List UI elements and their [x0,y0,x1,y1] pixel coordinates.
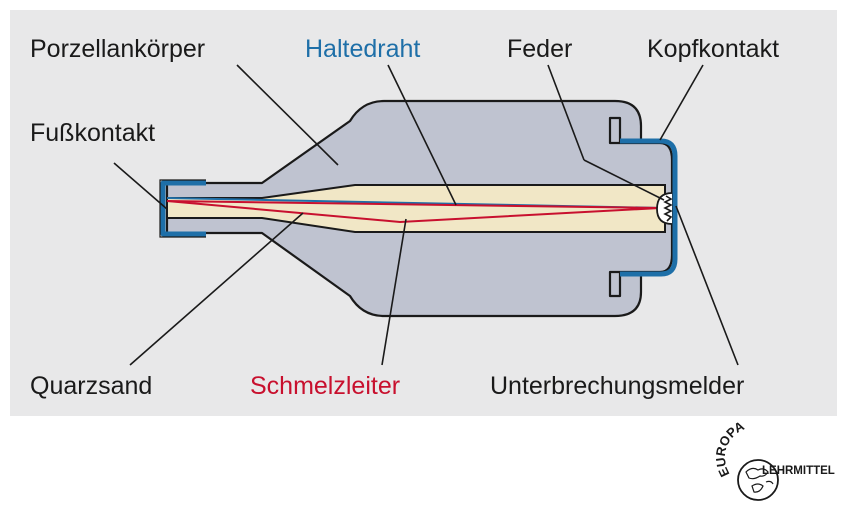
fuse-cross-section-diagram: Porzellankörper Haltedraht Feder Kopfkon… [30,35,779,400]
globe-icon [737,459,779,501]
foot-contact-outline [159,179,206,238]
logo-side-text: LEHRMITTEL [762,465,835,477]
leader-kopfkontakt [659,64,704,141]
leader-haltedraht [387,64,457,206]
leader-unterbrechungsmelder [675,205,739,366]
leader-fusskontakt [113,162,168,210]
quartz-sand-channel [166,184,666,233]
leader-porzellankoerper [236,64,339,166]
europa-lehrmittel-logo: EUROPA LEHRMITTEL [716,420,835,501]
label-quarzsand: Quarzsand [30,372,152,400]
label-fusskontakt: Fußkontakt [30,119,155,147]
leader-schmelzleiter [381,218,407,366]
label-schmelzleiter: Schmelzleiter [250,372,400,400]
label-porzellankoerper: Porzellankörper [30,35,205,63]
leader-quarzsand [129,212,304,366]
label-kopfkontakt: Kopfkontakt [647,35,779,63]
head-contact [620,138,678,277]
leader-feder-2 [583,159,665,201]
spring-icon [663,195,673,222]
label-haltedraht: Haltedraht [305,35,420,63]
label-unterbrechungsmelder: Unterbrechungsmelder [490,372,744,400]
fuse-element-wire [166,200,664,209]
label-feder: Feder [507,35,572,63]
leader-feder [547,64,585,161]
foot-contact [160,180,206,237]
fuse-wire-path [166,200,661,224]
